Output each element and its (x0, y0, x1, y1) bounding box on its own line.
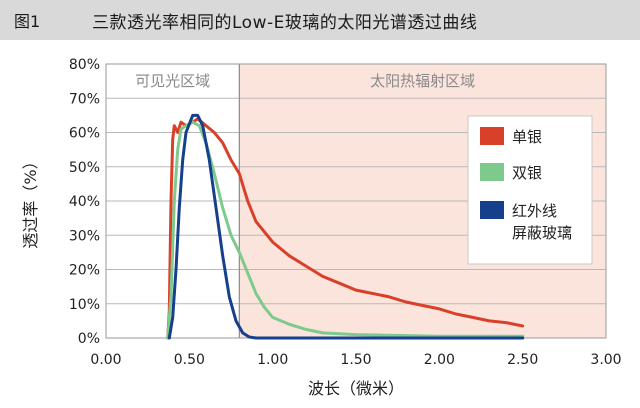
y-tick-label: 30% (69, 228, 100, 244)
y-tick-label: 10% (69, 297, 100, 313)
series-line-2 (166, 120, 525, 340)
x-tick-label: 1.50 (340, 352, 371, 368)
x-tick-label: 2.00 (424, 352, 455, 368)
figure-label: 图1 (14, 12, 41, 31)
x-tick-label: 3.00 (590, 352, 621, 368)
y-axis-title: 透过率（%） (21, 153, 40, 248)
x-axis-title: 波长（微米） (308, 379, 404, 398)
legend-swatch-2 (480, 163, 504, 181)
y-tick-label: 40% (69, 194, 100, 210)
chart-title: 三款透光率相同的Low-E玻璃的太阳光谱透过曲线 (92, 13, 478, 33)
region-label: 可见光区域 (135, 72, 210, 90)
y-tick-label: 20% (69, 263, 100, 279)
y-tick-label: 50% (69, 160, 100, 176)
series-line-1 (166, 117, 525, 340)
x-tick-label: 0.00 (90, 352, 121, 368)
legend-swatch-1 (480, 127, 504, 145)
x-tick-label: 2.50 (507, 352, 538, 368)
x-tick-label: 0.50 (174, 352, 205, 368)
region-label: 太阳热辐射区域 (370, 72, 475, 90)
legend-label-3: 屏蔽玻璃 (512, 224, 572, 242)
y-tick-label: 80% (69, 57, 100, 73)
header-band (0, 0, 640, 40)
y-tick-label: 70% (69, 91, 100, 107)
y-tick-label: 60% (69, 126, 100, 142)
legend-label-2: 双银 (512, 164, 542, 182)
legend-label-1: 单银 (512, 128, 542, 146)
legend-swatch-3 (480, 201, 504, 219)
x-tick-label: 1.00 (257, 352, 288, 368)
series-line-3 (167, 113, 525, 340)
y-tick-label: 0% (78, 331, 100, 347)
legend-label-3: 红外线 (512, 202, 557, 220)
